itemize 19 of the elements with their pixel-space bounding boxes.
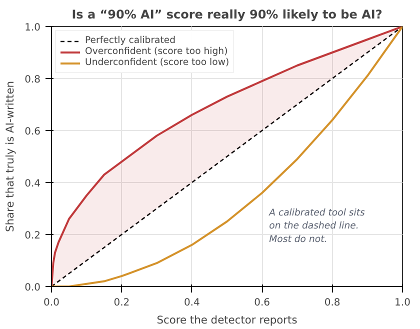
x-axis-title: Score the detector reports: [156, 314, 298, 326]
legend-label: Overconfident (score too high): [85, 46, 228, 57]
y-tick-label: 0.2: [24, 230, 41, 242]
y-tick-label: 0.0: [24, 282, 41, 294]
chart-title: Is a “90% AI” score really 90% likely to be AI?: [72, 8, 382, 22]
x-tick-label: 1.0: [394, 298, 410, 308]
annotation: A calibrated tool sits on the dashed line. Most do not.: [268, 208, 365, 245]
x-tick-label: 0.0: [44, 298, 60, 308]
y-tick-label: 0.6: [24, 126, 41, 138]
legend-label: Underconfident (score too low): [85, 57, 230, 68]
legend-label: Perfectly calibrated: [85, 35, 176, 46]
y-tick-label: 0.4: [24, 178, 41, 190]
y-axis-title: Share that truly is AI-written: [4, 80, 17, 232]
y-tick-label: 1.0: [24, 22, 41, 34]
x-tick-label: 0.8: [324, 298, 340, 308]
x-tick-label: 0.2: [114, 298, 130, 308]
x-tick-label: 0.4: [184, 298, 200, 308]
y-tick-label: 0.8: [24, 74, 41, 86]
x-tick-label: 0.6: [254, 298, 270, 308]
